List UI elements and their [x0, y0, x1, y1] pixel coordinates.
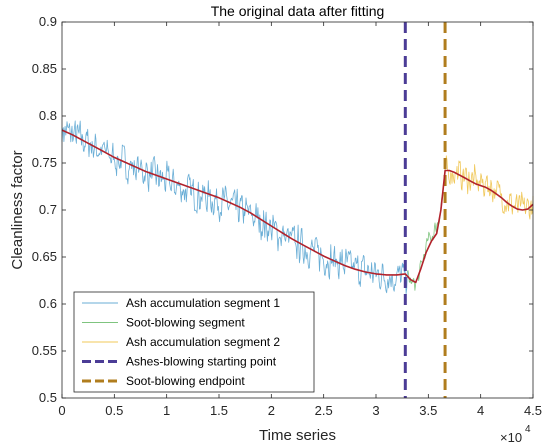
y-axis-label: Cleanliness factor	[9, 150, 26, 269]
ticks-layer: 0 0.5 1 1.5 2 2.5 3 3.5 4 4.50.50.550.60.650.70.7…	[32, 14, 542, 418]
chart-title: The original data after fitting	[211, 3, 385, 19]
legend-items: Ash accumulation segment 1 Soot-blowing s…	[82, 296, 280, 388]
legend-label: Ash accumulation segment 2	[126, 335, 280, 349]
legend-label: Ashes-blowing starting point	[126, 355, 277, 369]
fitted-curve-layer	[61, 129, 534, 284]
x-exponent-base: ×10	[500, 430, 522, 445]
y-tick-label: 0.7	[39, 202, 57, 217]
x-axis-label: Time series	[259, 427, 336, 444]
y-tick-label: 0.65	[32, 249, 57, 264]
y-tick-label: 0.85	[32, 61, 57, 76]
x-tick-label: 4	[477, 403, 484, 418]
legend-label: Soot-blowing segment	[126, 316, 245, 330]
x-tick-label: 3.5	[419, 403, 437, 418]
x-tick-label: 1	[163, 403, 170, 418]
y-tick-label: 0.9	[39, 14, 57, 29]
x-tick-label: 0.5	[105, 403, 123, 418]
x-tick-label: 1.5	[210, 403, 228, 418]
x-tick-label: 2.5	[315, 403, 333, 418]
legend: Ash accumulation segment 1 Soot-blowing s…	[73, 291, 315, 393]
y-tick-label: 0.55	[32, 343, 57, 358]
legend-label: Ash accumulation segment 1	[126, 296, 280, 310]
x-tick-label: 4.5	[524, 403, 542, 418]
fitted-curve	[61, 129, 534, 284]
x-exponent-label: ×10 4	[500, 424, 531, 445]
y-tick-label: 0.6	[39, 296, 57, 311]
y-tick-label: 0.8	[39, 108, 57, 123]
y-tick-label: 0.5	[39, 390, 57, 405]
vline-layer	[403, 22, 447, 398]
x-tick-label: 2	[268, 403, 275, 418]
x-exponent-power: 4	[525, 424, 531, 435]
legend-label: Soot-blowing endpoint	[126, 374, 245, 388]
series-line	[61, 120, 408, 295]
x-tick-label: 0	[58, 403, 65, 418]
x-tick-label: 3	[372, 403, 379, 418]
series-line	[444, 155, 534, 220]
y-tick-label: 0.75	[32, 155, 57, 170]
